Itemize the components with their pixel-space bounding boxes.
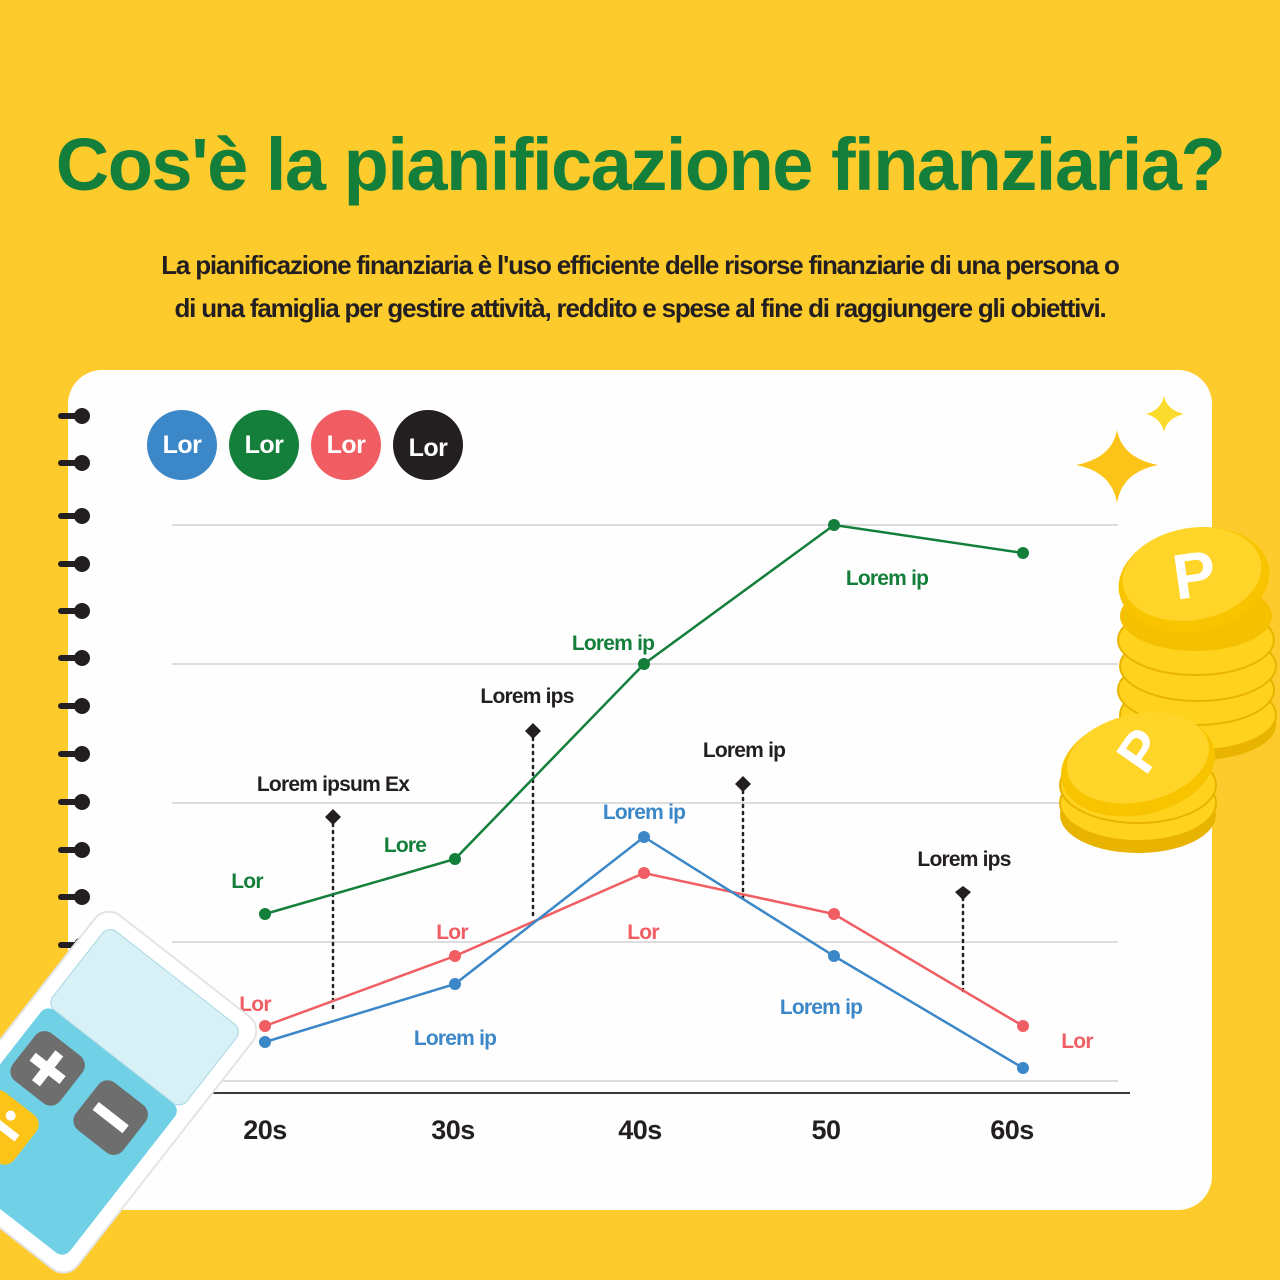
legend-item-blue: Lor xyxy=(147,410,217,480)
legend-item-black: Lor xyxy=(393,410,463,480)
series-green-points xyxy=(259,519,1029,920)
data-label: Lorem ip xyxy=(414,1027,496,1050)
data-label: Lor xyxy=(436,921,468,944)
series-red-line xyxy=(264,871,1024,1028)
subtitle-line-2: di una famiglia per gestire attività, re… xyxy=(174,293,1106,323)
data-label: Lor xyxy=(239,993,271,1016)
annotation-label: Lorem ip xyxy=(703,739,785,762)
page-subtitle: La pianificazione finanziaria è l'uso ef… xyxy=(90,244,1190,330)
binder-ring-icon xyxy=(58,556,92,572)
diamond-icon xyxy=(525,723,541,739)
page-title: Cos'è la pianificazione finanziaria? xyxy=(55,123,1226,206)
data-label: Lorem ip xyxy=(780,996,862,1019)
x-axis-ticks: 20s 30s 40s 50 60s xyxy=(243,1115,1034,1145)
subtitle-line-1: La pianificazione finanziaria è l'uso ef… xyxy=(161,250,1120,280)
binder-ring-icon xyxy=(58,603,92,619)
binder-ring-icon xyxy=(58,794,92,810)
series-blue-labels: Lorem ip Lorem ip Lorem ip xyxy=(414,801,863,1050)
diamond-icon xyxy=(325,809,341,825)
annotation-label: Lorem ipsum Ex xyxy=(257,773,410,796)
diamond-icon xyxy=(955,886,971,900)
data-label: Lorem ip xyxy=(603,801,685,824)
data-label: Lor xyxy=(627,921,659,944)
binder-ring-icon xyxy=(58,408,92,424)
notebook-binding-rings xyxy=(58,0,98,1280)
legend-item-red: Lor xyxy=(311,410,381,480)
series-green-labels: Lor Lore Lorem ip Lorem ip xyxy=(231,567,929,893)
binder-ring-icon xyxy=(58,746,92,762)
annotations xyxy=(331,736,965,1012)
binder-ring-icon xyxy=(58,508,92,524)
annotation-label: Lorem ips xyxy=(917,848,1010,871)
legend-item-green: Lor xyxy=(229,410,299,480)
data-label: Lorem ip xyxy=(572,632,654,655)
x-tick-label: 50 xyxy=(811,1115,840,1145)
annotation-diamonds xyxy=(325,723,971,900)
binder-ring-icon xyxy=(58,650,92,666)
x-tick-label: 40s xyxy=(618,1115,662,1145)
data-label: Lorem ip xyxy=(846,567,928,590)
gridlines xyxy=(172,524,1118,1082)
data-label: Lor xyxy=(1061,1030,1093,1053)
binder-ring-icon xyxy=(58,842,92,858)
chart-legend: Lor Lor Lor Lor xyxy=(147,410,463,480)
x-tick-label: 30s xyxy=(431,1115,475,1145)
annotation-label: Lorem ips xyxy=(480,685,573,708)
annotation-labels: Lorem ipsum Ex Lorem ips Lorem ip Lorem … xyxy=(257,685,1012,871)
diamond-icon xyxy=(735,776,751,792)
data-label: Lore xyxy=(384,834,426,857)
binder-ring-icon xyxy=(58,455,92,471)
x-tick-label: 60s xyxy=(990,1115,1034,1145)
series-red-points xyxy=(259,867,1029,1032)
binder-ring-icon xyxy=(58,698,92,714)
binder-ring-icon xyxy=(58,889,92,905)
x-tick-label: 20s xyxy=(243,1115,287,1145)
data-label: Lor xyxy=(231,870,263,893)
series-blue-points xyxy=(259,831,1029,1074)
